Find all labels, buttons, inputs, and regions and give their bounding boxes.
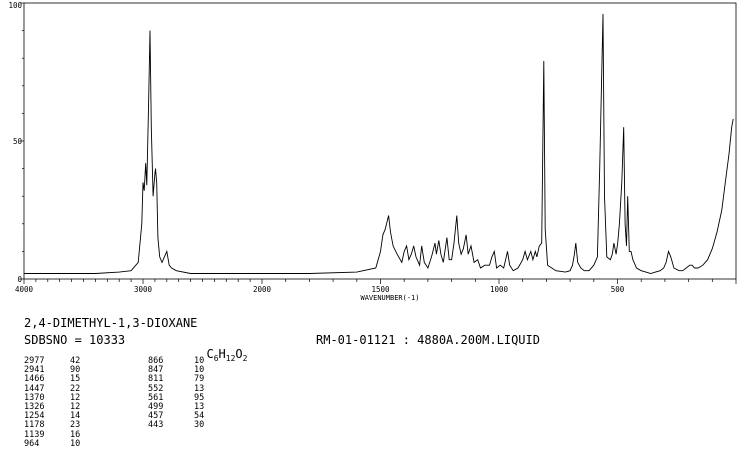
peak-wavenumber: 2941 [24,365,45,376]
peak-wavenumber: 1370 [24,392,45,403]
peak-intensity: 15 [70,374,81,385]
peak-wavenumber: 847 [148,365,164,376]
peak-intensity: 54 [194,411,205,422]
peak-row: 457 54 [148,411,205,422]
peak-wavenumber: 443 [148,420,164,431]
peak-row: 552 13 [148,383,205,394]
tick-marks [20,2,737,284]
peak-row: 1370 12 [24,392,81,403]
peak-intensity: 22 [70,383,81,394]
peak-wavenumber: 2977 [24,356,45,366]
peak-intensity: 12 [70,401,81,412]
peak-wavenumber: 457 [148,411,164,422]
spectrum-line [24,13,734,274]
formula-h-sub: 12 [225,354,236,363]
peak-intensity: 13 [194,401,205,412]
peak-wavenumber: 561 [148,392,164,403]
x-tick-label: 4000 [15,285,34,294]
peak-row: 964 10 [24,438,81,449]
x-tick-label: 2000 [253,285,272,294]
peak-wavenumber: 499 [148,401,164,412]
compound-name: 2,4-DIMETHYL-1,3-DIOXANE [24,316,198,330]
x-axis-label: WAVENUMBER(-1) [360,294,419,302]
molecular-formula: C6H12O2 [192,333,248,363]
peak-wavenumber: 1254 [24,411,45,422]
formula-o-sub: 2 [242,354,248,363]
peak-row: 499 13 [148,401,205,412]
x-tick-label: 1000 [490,285,509,294]
sdbs-number: SDBSNO = 10333 [24,333,126,347]
peak-intensity: 10 [194,356,205,366]
formula-h: H [218,347,226,361]
peak-intensity: 30 [194,420,205,431]
formula-o: O [235,347,243,361]
peak-wavenumber: 1139 [24,429,45,440]
peak-wavenumber: 811 [148,374,164,385]
formula-c: C [206,347,214,361]
peak-intensity: 90 [70,365,81,376]
peak-row: 443 30 [148,421,204,430]
peak-intensity: 95 [194,392,205,403]
peak-wavenumber: 1178 [24,420,45,431]
peak-intensity: 16 [70,429,81,440]
peak-intensity: 79 [194,374,205,385]
peak-intensity: 10 [70,438,81,449]
peak-wavenumber: 1326 [24,401,45,412]
x-tick-label: 1500 [371,285,390,294]
peak-row: 2941 90 [24,365,81,376]
peak-table-column-2: 866 10 847 10 811 79 552 13 561 95 499 13 457 54 443 30 [148,356,205,431]
peak-wavenumber: 964 [24,438,40,449]
peak-row: 811 79 [148,375,204,384]
peak-intensity: 13 [194,383,205,394]
y-tick-label: 50 [13,137,23,146]
peak-wavenumber: 866 [148,356,164,366]
peak-row: 561 95 [148,392,205,403]
peak-intensity: 23 [70,420,81,431]
peak-intensity: 14 [70,411,81,422]
x-tick-label: 3000 [134,285,153,294]
peak-row: 1466 15 [24,375,80,384]
peak-wavenumber: 1447 [24,383,45,394]
peak-intensity: 10 [194,365,205,376]
peak-intensity: 42 [70,356,81,366]
peak-row: 1326 12 [24,401,81,412]
peak-table: 2977 42 2941 90 1466 15 1447 22 1370 12 1326 12 1254… [24,356,244,457]
peak-row: 1178 23 [24,421,80,430]
peak-row: 1254 14 [24,411,81,422]
peak-row: 1139 16 [24,429,81,440]
peak-table-column-1: 2977 42 2941 90 1466 15 1447 22 1370 12 1326 12 1254… [24,356,81,449]
spectrum-code: RM-01-01121 : 4880A.200M.LIQUID [316,333,540,347]
peak-wavenumber: 1466 [24,374,45,385]
peak-row: 2977 42 [24,356,81,366]
peak-row: 847 10 [148,365,205,376]
x-tick-label: 500 [611,285,625,294]
peak-row: 1447 22 [24,383,81,394]
peak-wavenumber: 552 [148,383,164,394]
peak-row: 866 10 [148,356,205,366]
peak-intensity: 12 [70,392,81,403]
y-tick-label: 0 [17,275,22,284]
y-tick-label: 100 [8,1,22,10]
formula-c-sub: 6 [213,354,219,363]
